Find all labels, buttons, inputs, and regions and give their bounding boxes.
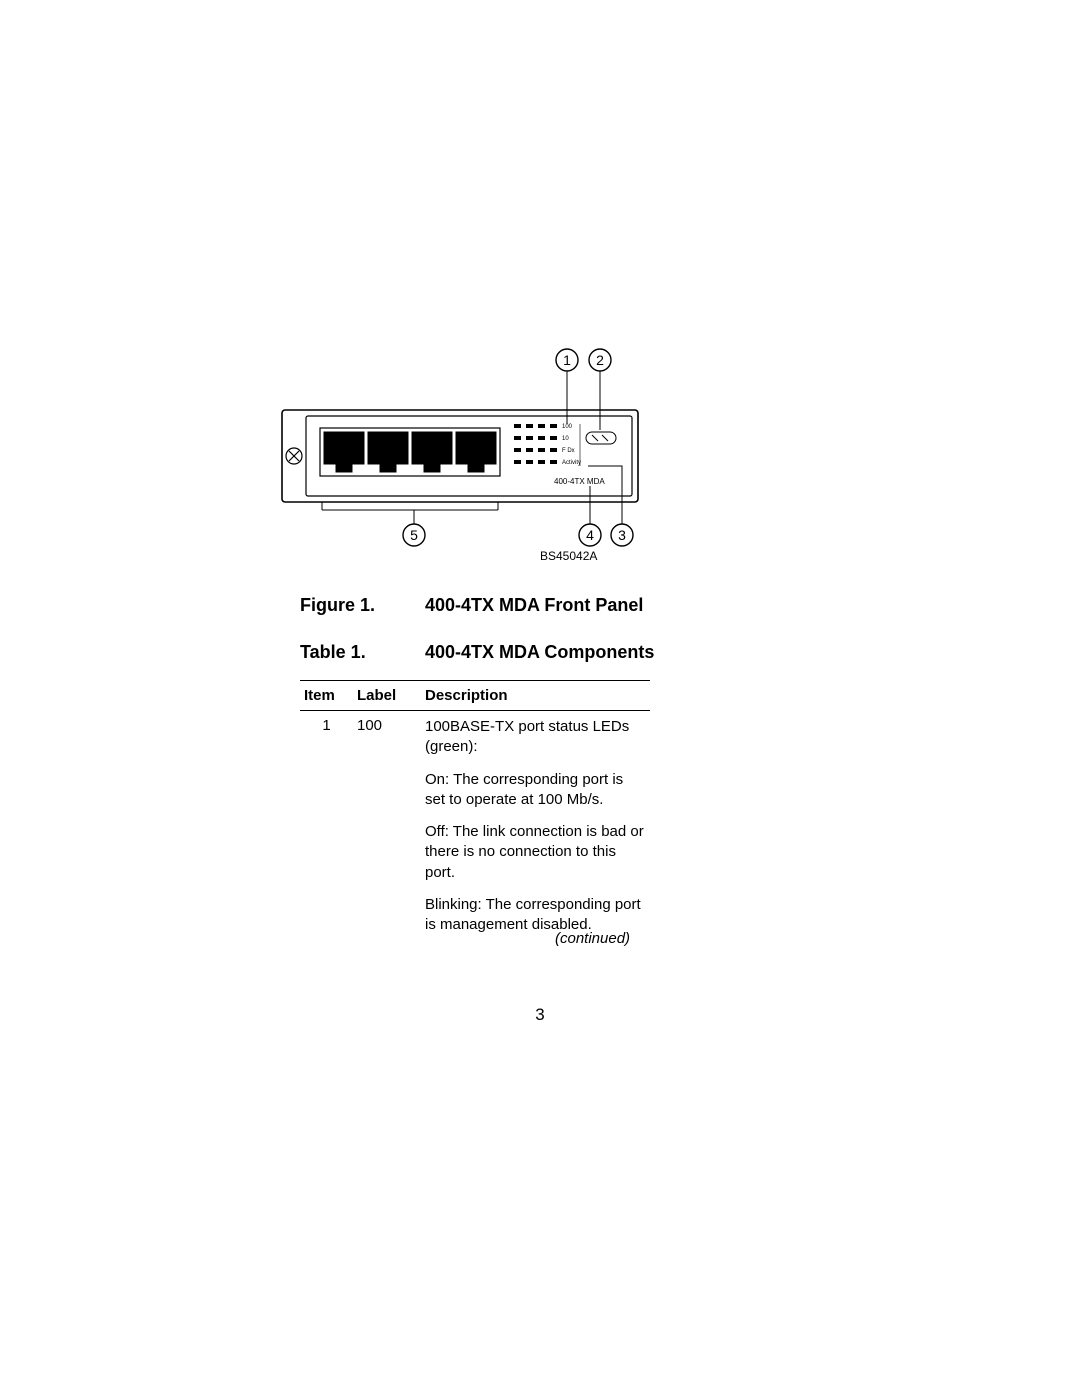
continued-marker: (continued) xyxy=(555,930,630,947)
led-row-10-label: 10 xyxy=(562,436,569,442)
th-item: Item xyxy=(300,681,353,711)
callout-5-label: 5 xyxy=(410,527,418,543)
cell-item: 1 xyxy=(300,711,353,954)
table-caption: Table 1. 400-4TX MDA Components xyxy=(300,642,654,663)
mount-screw-icon xyxy=(286,448,302,464)
callout-5: 5 xyxy=(403,524,425,546)
cell-label: 100 xyxy=(353,711,421,954)
led-row-fdx-label: F Dx xyxy=(562,448,575,454)
components-table: Item Label Description 1 100 100BASE-TX … xyxy=(300,680,650,953)
callout-3-label: 3 xyxy=(618,527,626,543)
callout-1-label: 1 xyxy=(563,352,571,368)
table-title: 400-4TX MDA Components xyxy=(425,642,654,662)
callout-3: 3 xyxy=(611,524,633,546)
document-page: 1 2 xyxy=(0,0,1080,1397)
front-panel-diagram: 1 2 xyxy=(280,340,700,570)
diagram-code: BS45042A xyxy=(540,549,597,563)
desc-on: On: The corresponding port is set to ope… xyxy=(425,770,646,811)
callout-1: 1 xyxy=(556,349,578,371)
figure-title: 400-4TX MDA Front Panel xyxy=(425,595,643,615)
th-desc: Description xyxy=(421,681,650,711)
dip-switch-icon xyxy=(586,432,616,444)
callout-2-label: 2 xyxy=(596,352,604,368)
led-row-activity-label: Activity xyxy=(562,460,581,466)
th-label: Label xyxy=(353,681,421,711)
table-row: 1 100 100BASE-TX port status LEDs (green… xyxy=(300,711,650,954)
table-header-row: Item Label Description xyxy=(300,681,650,711)
table-number: Table 1. xyxy=(300,642,420,663)
device-label: 400-4TX MDA xyxy=(554,477,605,486)
leader-5 xyxy=(322,502,498,524)
desc-off: Off: The link connection is bad or there… xyxy=(425,822,646,883)
figure-caption: Figure 1. 400-4TX MDA Front Panel xyxy=(300,595,643,616)
figure-number: Figure 1. xyxy=(300,595,420,616)
callout-2: 2 xyxy=(589,349,611,371)
callout-4: 4 xyxy=(579,524,601,546)
cell-desc: 100BASE-TX port status LEDs (green): On:… xyxy=(421,711,650,954)
callout-4-label: 4 xyxy=(586,527,594,543)
page-number: 3 xyxy=(0,1005,1080,1025)
desc-lead: 100BASE-TX port status LEDs (green): xyxy=(425,717,646,758)
front-panel-svg: 1 2 xyxy=(280,340,700,570)
led-row-100-label: 100 xyxy=(562,424,573,430)
